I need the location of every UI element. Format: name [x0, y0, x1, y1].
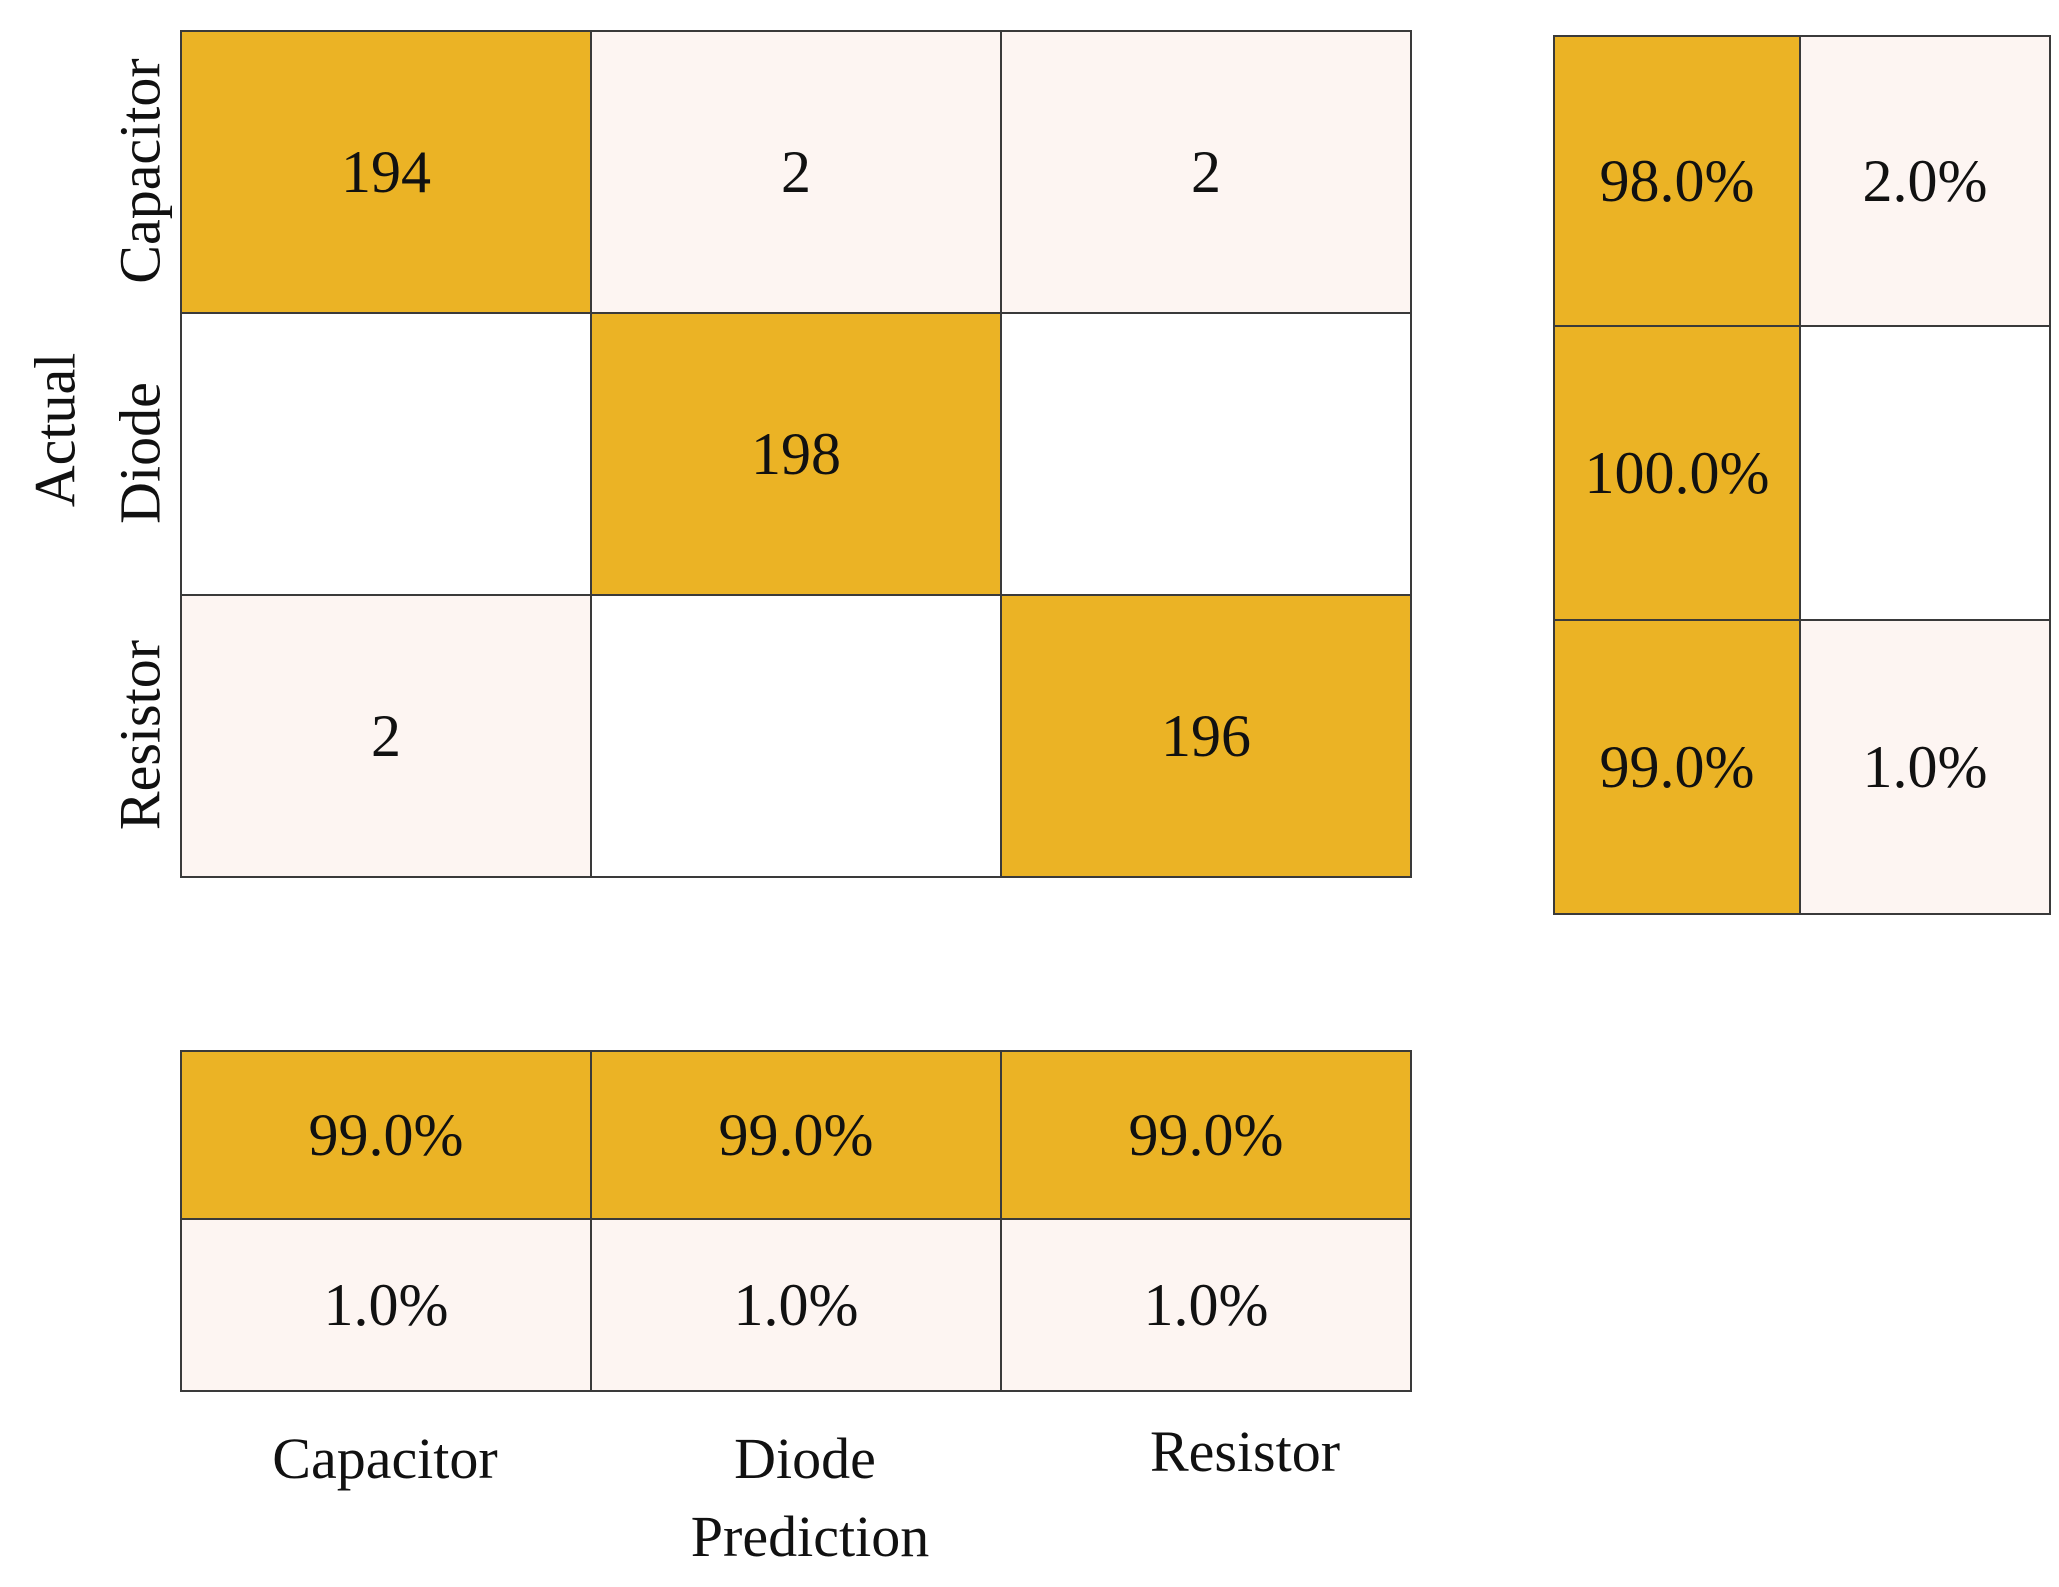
- matrix-cell: 2: [1000, 30, 1412, 314]
- x-axis-title: Prediction: [690, 1504, 930, 1569]
- matrix-cell: 194: [180, 30, 592, 314]
- matrix-cell: 2: [180, 594, 592, 878]
- row-summary-cell: 99.0%: [1553, 619, 1801, 915]
- column-summary-cell: 99.0%: [590, 1050, 1002, 1220]
- matrix-cell: 2: [590, 30, 1002, 314]
- row-summary-cell: [1799, 325, 2051, 621]
- row-summary-cell: 2.0%: [1799, 35, 2051, 327]
- row-label: Diode: [107, 382, 173, 524]
- row-summary-cell: 98.0%: [1553, 35, 1801, 327]
- column-summary-cell: 1.0%: [590, 1218, 1002, 1392]
- column-label: Resistor: [1149, 1419, 1341, 1484]
- column-summary-cell: 99.0%: [1000, 1050, 1412, 1220]
- column-summary-cell: 1.0%: [180, 1218, 592, 1392]
- column-summary-cell: 99.0%: [180, 1050, 592, 1220]
- row-summary-cell: 1.0%: [1799, 619, 2051, 915]
- column-label: Diode: [734, 1426, 876, 1491]
- column-summary-cell: 1.0%: [1000, 1218, 1412, 1392]
- column-label: Capacitor: [272, 1426, 498, 1491]
- y-axis-title: Actual: [22, 352, 88, 508]
- matrix-cell: 196: [1000, 594, 1412, 878]
- row-label: Capacitor: [107, 58, 173, 284]
- row-label: Resistor: [107, 639, 173, 831]
- matrix-cell: [180, 312, 592, 596]
- matrix-cell: [1000, 312, 1412, 596]
- matrix-cell: [590, 594, 1002, 878]
- matrix-cell: 198: [590, 312, 1002, 596]
- row-summary-cell: 100.0%: [1553, 325, 1801, 621]
